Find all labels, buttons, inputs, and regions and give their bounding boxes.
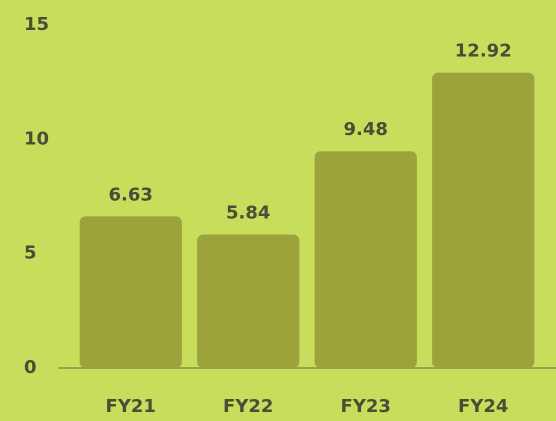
y-tick-label: 5 — [24, 243, 37, 264]
x-tick-label: FY24 — [458, 396, 508, 417]
x-tick-label: FY23 — [341, 396, 391, 417]
data-label: 12.92 — [455, 41, 512, 62]
data-label: 5.84 — [226, 202, 270, 223]
y-tick-label: 0 — [24, 357, 37, 378]
x-tick-label: FY21 — [106, 396, 156, 417]
y-tick-label: 15 — [24, 14, 49, 35]
bar — [432, 72, 535, 368]
y-tick-label: 10 — [24, 128, 49, 149]
data-label: 9.48 — [344, 119, 388, 140]
bar — [314, 151, 417, 368]
x-tick-label: FY22 — [223, 396, 273, 417]
bar — [79, 216, 182, 368]
bar — [197, 234, 300, 368]
data-label: 6.63 — [109, 184, 153, 205]
